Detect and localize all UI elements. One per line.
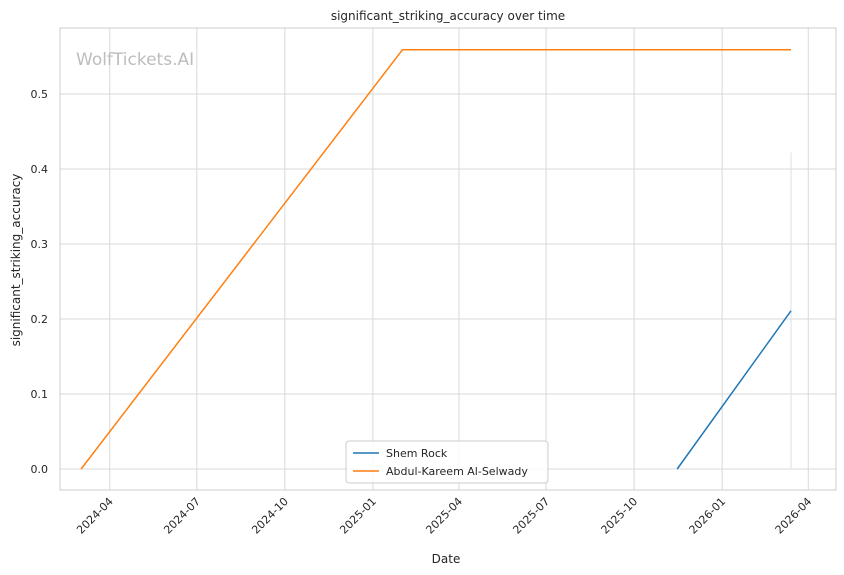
series-layer bbox=[80, 48, 792, 470]
legend-label-abdul-kareem: Abdul-Kareem Al-Selwady bbox=[386, 465, 528, 478]
x-tick-label: 2025-10 bbox=[599, 495, 641, 537]
y-axis-label: significant_striking_accuracy bbox=[9, 174, 23, 347]
y-tick-labels: 0.0 0.1 0.2 0.3 0.4 0.5 bbox=[31, 88, 49, 476]
x-tick-label: 2026-04 bbox=[773, 495, 815, 537]
grid bbox=[60, 28, 836, 490]
x-tick-label: 2025-07 bbox=[511, 495, 553, 537]
x-tick-label: 2024-07 bbox=[161, 495, 203, 537]
plot-frame bbox=[59, 27, 837, 491]
y-tick-label: 0.0 bbox=[31, 463, 49, 476]
x-tick-label: 2025-04 bbox=[423, 495, 465, 537]
x-tick-labels: 2024-04 2024-07 2024-10 2025-01 2025-04 2025-… bbox=[74, 495, 814, 537]
series-line-0 bbox=[676, 310, 792, 470]
y-tick-label: 0.3 bbox=[31, 238, 49, 251]
y-tick-label: 0.4 bbox=[31, 163, 49, 176]
legend: Shem Rock Abdul-Kareem Al-Selwady bbox=[345, 440, 549, 484]
x-tick-label: 2026-01 bbox=[687, 495, 729, 537]
chart-title: significant_striking_accuracy over time bbox=[331, 9, 565, 23]
series-line-1 bbox=[80, 48, 791, 470]
x-tick-label: 2025-01 bbox=[337, 495, 379, 537]
legend-label-shem-rock: Shem Rock bbox=[386, 447, 448, 460]
watermark-text: WolfTickets.AI bbox=[76, 50, 194, 70]
x-axis-label: Date bbox=[432, 552, 461, 566]
y-tick-label: 0.2 bbox=[31, 313, 49, 326]
y-tick-label: 0.1 bbox=[31, 388, 49, 401]
legend-box bbox=[345, 440, 549, 484]
x-tick-label: 2024-04 bbox=[74, 495, 116, 537]
x-tick-label: 2024-10 bbox=[249, 495, 291, 537]
y-tick-label: 0.5 bbox=[31, 88, 49, 101]
